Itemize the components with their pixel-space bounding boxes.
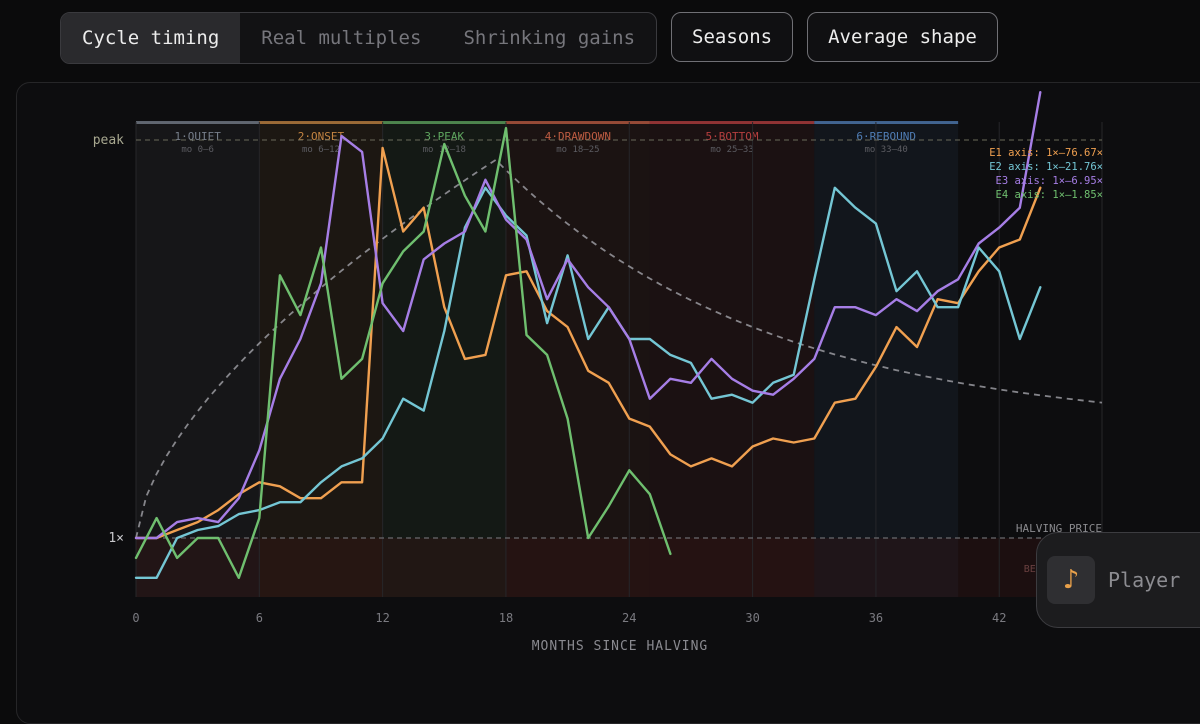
season-top-bar-2 — [259, 121, 383, 124]
season-range: mo 25–33 — [710, 145, 753, 155]
season-band-2 — [259, 122, 383, 597]
legend-entry-e2: E2 axis: 1×–21.76× — [989, 161, 1103, 173]
x-tick-label: 6 — [256, 611, 263, 625]
season-band-3 — [382, 122, 506, 597]
season-band-4 — [505, 122, 650, 597]
legend-entry-e3: E3 axis: 1×–6.95× — [996, 175, 1103, 187]
series-line-e3 — [134, 91, 1042, 540]
chart-card — [16, 82, 1200, 724]
music-note-icon: ♪ — [1047, 556, 1095, 604]
season-range: mo 33–40 — [865, 145, 908, 155]
season-band-6 — [814, 122, 959, 597]
x-tick-label: 30 — [745, 611, 759, 625]
player-widget[interactable]: ♪ Player — [1036, 532, 1200, 628]
season-top-bar-6 — [814, 121, 959, 124]
season-band-1 — [136, 122, 260, 597]
y-label-base: 1× — [108, 531, 124, 546]
season-range: mo 6–12 — [302, 145, 340, 155]
seasons-toggle-button[interactable]: Seasons — [671, 12, 794, 62]
x-tick-label: 36 — [869, 611, 883, 625]
cycle-chart: 1·QUIET mo 0–6 2·ONSET mo 6–12 3·PEAK mo 12–1… — [93, 91, 1109, 654]
x-axis-label: MONTHS SINCE HALVING — [532, 639, 709, 654]
x-tick-label: 12 — [375, 611, 389, 625]
x-tick-label: 18 — [499, 611, 513, 625]
x-tick-label: 0 — [132, 611, 139, 625]
player-label: Player — [1108, 568, 1181, 592]
tab-shrinking-gains[interactable]: Shrinking gains — [463, 27, 636, 49]
season-name: 4·DRAWDOWN — [545, 130, 611, 143]
season-name: 1·QUIET — [174, 130, 221, 143]
season-name: 5·BOTTOM — [706, 130, 759, 143]
tab-cycle-timing[interactable]: Cycle timing — [61, 13, 241, 63]
season-top-bar-5 — [649, 121, 815, 124]
halving-price-label: HALVING PRICE — [1016, 522, 1102, 535]
season-name: 3·PEAK — [424, 130, 464, 143]
series-line-e2 — [134, 186, 1042, 579]
season-name: 6·REBOUND — [856, 130, 916, 143]
x-tick-label: 42 — [992, 611, 1006, 625]
tab-real-multiples[interactable]: Real multiples — [261, 27, 422, 49]
legend-entry-e4: E4 axis: 1×–1.85× — [996, 189, 1103, 201]
season-top-bar-4 — [505, 121, 650, 124]
below-halving-zone — [136, 538, 1102, 597]
series-line-e4 — [134, 126, 672, 579]
x-tick-label: 24 — [622, 611, 636, 625]
season-top-bar-3 — [382, 121, 506, 124]
toolbar: Cycle timing Real multiples Shrinking ga… — [60, 12, 998, 64]
season-range: mo 12–18 — [423, 145, 466, 155]
series-line-e1 — [134, 146, 1042, 540]
season-top-bar-1 — [136, 121, 260, 124]
legend-entry-e1: E1 axis: 1×–76.67× — [989, 147, 1103, 159]
season-band-5 — [649, 122, 815, 597]
average-shape-toggle-button[interactable]: Average shape — [807, 12, 998, 62]
view-tabs: Cycle timing Real multiples Shrinking ga… — [60, 12, 658, 64]
season-range: mo 0–6 — [181, 145, 214, 155]
average-shape-line — [135, 158, 1103, 539]
y-label-peak: peak — [93, 133, 124, 148]
season-name: 2·ONSET — [298, 130, 345, 143]
season-range: mo 18–25 — [556, 145, 599, 155]
